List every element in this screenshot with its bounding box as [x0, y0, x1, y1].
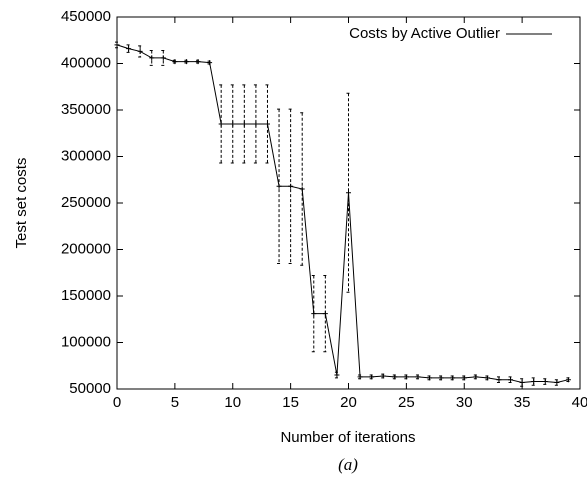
- plot-frame: [116, 16, 581, 390]
- point: [403, 374, 409, 380]
- point: [392, 374, 398, 380]
- y-axis-label: Test set costs: [13, 158, 30, 249]
- point: [334, 372, 340, 378]
- x-tick-label: 35: [514, 394, 531, 411]
- x-axis-label: Number of iterations: [280, 429, 415, 446]
- point: [253, 121, 259, 127]
- x-tick-label: 10: [224, 394, 241, 411]
- point: [415, 374, 421, 380]
- error-bar: [230, 84, 235, 164]
- point: [183, 59, 189, 65]
- point: [427, 375, 433, 381]
- point: [450, 375, 456, 381]
- point: [473, 374, 479, 380]
- x-tick-label: 25: [398, 394, 415, 411]
- caption: (a): [338, 455, 358, 474]
- error-bar: [242, 84, 247, 164]
- point: [369, 374, 375, 380]
- point: [322, 311, 328, 317]
- x-tick-label: 15: [282, 394, 299, 411]
- point: [484, 375, 490, 381]
- point: [137, 48, 143, 54]
- y-tick-label: 150000: [61, 287, 111, 304]
- x-tick-label: 30: [456, 394, 473, 411]
- series-line: [116, 44, 569, 383]
- point: [207, 60, 213, 66]
- error-bar: [265, 84, 270, 164]
- x-tick-label: 0: [113, 394, 121, 411]
- point: [230, 121, 236, 127]
- point: [311, 311, 317, 317]
- y-tick-label: 400000: [61, 54, 111, 71]
- error-bar: [323, 275, 328, 353]
- y-tick-label: 50000: [69, 380, 111, 397]
- error-bar: [253, 84, 258, 164]
- x-tick-label: 40: [572, 394, 587, 411]
- point: [519, 379, 525, 385]
- x-tick-label: 5: [171, 394, 179, 411]
- point: [299, 186, 305, 192]
- x-tick-label: 20: [340, 394, 357, 411]
- error-bar: [346, 92, 351, 293]
- point: [542, 379, 548, 385]
- y-tick-label: 300000: [61, 147, 111, 164]
- point: [160, 55, 166, 61]
- point: [126, 46, 132, 52]
- y-tick-label: 100000: [61, 333, 111, 350]
- point: [496, 377, 502, 383]
- point: [508, 377, 514, 383]
- point: [149, 55, 155, 61]
- point: [241, 121, 247, 127]
- y-tick-label: 350000: [61, 101, 111, 118]
- error-bar: [311, 275, 316, 353]
- y-tick-label: 450000: [61, 8, 111, 25]
- point: [380, 373, 386, 379]
- point: [114, 42, 120, 48]
- point: [276, 183, 282, 189]
- y-tick-label: 250000: [61, 194, 111, 211]
- point: [531, 379, 537, 385]
- point: [461, 375, 467, 381]
- point: [195, 59, 201, 65]
- error-bar: [219, 84, 224, 164]
- point: [264, 121, 270, 127]
- point: [554, 379, 560, 385]
- point: [288, 183, 294, 189]
- point: [218, 121, 224, 127]
- point: [565, 377, 571, 383]
- point: [346, 190, 351, 196]
- point: [357, 374, 363, 380]
- legend-label: Costs by Active Outlier: [349, 25, 500, 42]
- point: [172, 59, 178, 65]
- point: [438, 375, 444, 381]
- y-tick-label: 200000: [61, 240, 111, 257]
